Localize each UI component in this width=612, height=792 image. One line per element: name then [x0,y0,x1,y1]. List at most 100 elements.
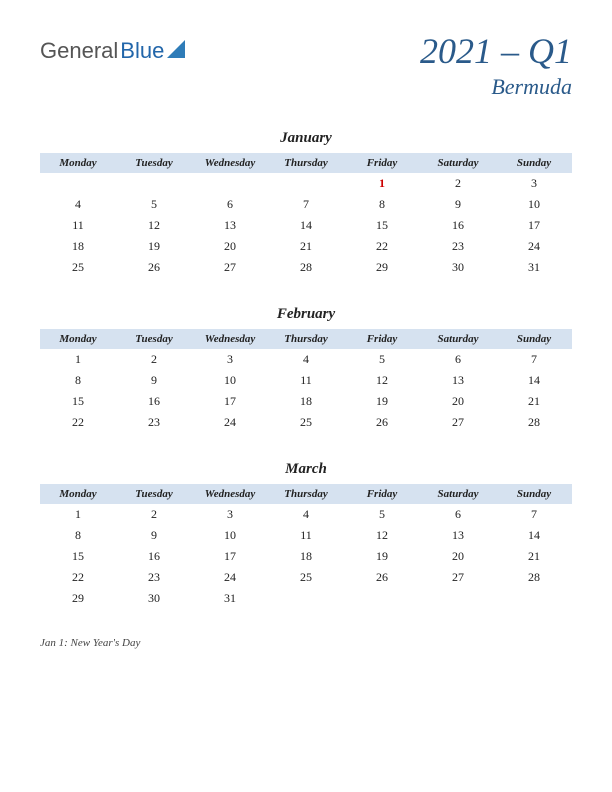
day-header: Tuesday [116,329,192,349]
calendar-cell: 20 [420,391,496,412]
calendar-cell: 9 [116,370,192,391]
calendar-row: 15161718192021 [40,391,572,412]
page-title: 2021 – Q1 [420,30,572,72]
calendar-cell: 3 [192,349,268,370]
calendar-cell: 19 [116,236,192,257]
holidays-footnote: Jan 1: New Year's Day [40,637,572,649]
calendar-cell: 1 [344,173,420,194]
calendar-cell: 13 [420,370,496,391]
calendar-cell: 6 [420,504,496,525]
month-block: JanuaryMondayTuesdayWednesdayThursdayFri… [40,130,572,278]
calendar-cell: 10 [496,194,572,215]
calendar-cell: 13 [420,525,496,546]
calendar-cell: 10 [192,370,268,391]
day-header: Monday [40,329,116,349]
calendar-table: MondayTuesdayWednesdayThursdayFridaySatu… [40,329,572,433]
calendar-cell: 22 [40,412,116,433]
calendar-cell: 3 [496,173,572,194]
day-header: Tuesday [116,153,192,173]
calendar-cell: 9 [116,525,192,546]
calendar-cell: 20 [192,236,268,257]
calendar-row: 11121314151617 [40,215,572,236]
calendar-cell: 11 [268,370,344,391]
calendar-cell: 18 [268,391,344,412]
calendar-cell [268,588,344,609]
calendar-cell: 14 [268,215,344,236]
calendar-cell: 21 [496,546,572,567]
calendar-cell: 2 [116,504,192,525]
calendar-cell: 11 [268,525,344,546]
calendar-row: 891011121314 [40,370,572,391]
calendar-cell: 22 [40,567,116,588]
day-header: Thursday [268,484,344,504]
calendar-cell: 5 [344,349,420,370]
calendar-cell: 26 [344,567,420,588]
logo-triangle-icon [167,40,185,58]
day-header: Friday [344,329,420,349]
day-header: Wednesday [192,329,268,349]
day-header: Sunday [496,153,572,173]
calendar-table: MondayTuesdayWednesdayThursdayFridaySatu… [40,484,572,609]
header: General Blue 2021 – Q1 Bermuda [40,30,572,100]
calendar-cell: 6 [192,194,268,215]
month-block: FebruaryMondayTuesdayWednesdayThursdayFr… [40,306,572,433]
calendar-cell: 27 [420,567,496,588]
calendar-cell: 4 [268,349,344,370]
calendar-cell: 1 [40,504,116,525]
calendar-cell: 24 [192,412,268,433]
calendar-row: 18192021222324 [40,236,572,257]
calendar-row: 891011121314 [40,525,572,546]
month-block: MarchMondayTuesdayWednesdayThursdayFrida… [40,461,572,609]
calendar-cell: 23 [116,412,192,433]
calendar-cell: 3 [192,504,268,525]
calendar-cell: 4 [40,194,116,215]
calendar-cell: 12 [344,525,420,546]
day-header: Thursday [268,153,344,173]
day-header: Wednesday [192,484,268,504]
calendar-cell: 6 [420,349,496,370]
calendar-row: 25262728293031 [40,257,572,278]
calendar-cell: 23 [116,567,192,588]
calendar-cell: 5 [116,194,192,215]
calendar-cell: 11 [40,215,116,236]
month-name: January [40,130,572,147]
day-header: Monday [40,484,116,504]
day-header: Sunday [496,329,572,349]
calendar-cell: 17 [496,215,572,236]
calendar-cell: 12 [116,215,192,236]
day-header: Friday [344,484,420,504]
calendar-cell [40,173,116,194]
calendar-cell: 1 [40,349,116,370]
day-header: Sunday [496,484,572,504]
calendar-cell: 21 [268,236,344,257]
calendar-cell: 23 [420,236,496,257]
calendar-cell: 4 [268,504,344,525]
calendar-cell [420,588,496,609]
calendar-cell: 2 [116,349,192,370]
calendar-cell: 24 [192,567,268,588]
calendar-cell: 12 [344,370,420,391]
calendar-cell: 8 [40,525,116,546]
calendar-cell: 19 [344,391,420,412]
calendar-cell: 16 [116,391,192,412]
calendar-cell: 30 [420,257,496,278]
calendar-row: 22232425262728 [40,567,572,588]
calendar-cell: 7 [496,349,572,370]
calendar-cell: 15 [344,215,420,236]
calendar-cell: 26 [116,257,192,278]
calendar-cell: 21 [496,391,572,412]
calendar-row: 293031 [40,588,572,609]
calendar-cell: 14 [496,370,572,391]
day-header: Tuesday [116,484,192,504]
day-header: Saturday [420,153,496,173]
day-header: Saturday [420,329,496,349]
day-header: Saturday [420,484,496,504]
calendar-cell: 27 [420,412,496,433]
calendar-cell [192,173,268,194]
calendar-cell: 28 [268,257,344,278]
calendar-cell: 20 [420,546,496,567]
day-header: Monday [40,153,116,173]
calendar-cell: 14 [496,525,572,546]
calendar-cell: 29 [40,588,116,609]
calendar-cell [344,588,420,609]
